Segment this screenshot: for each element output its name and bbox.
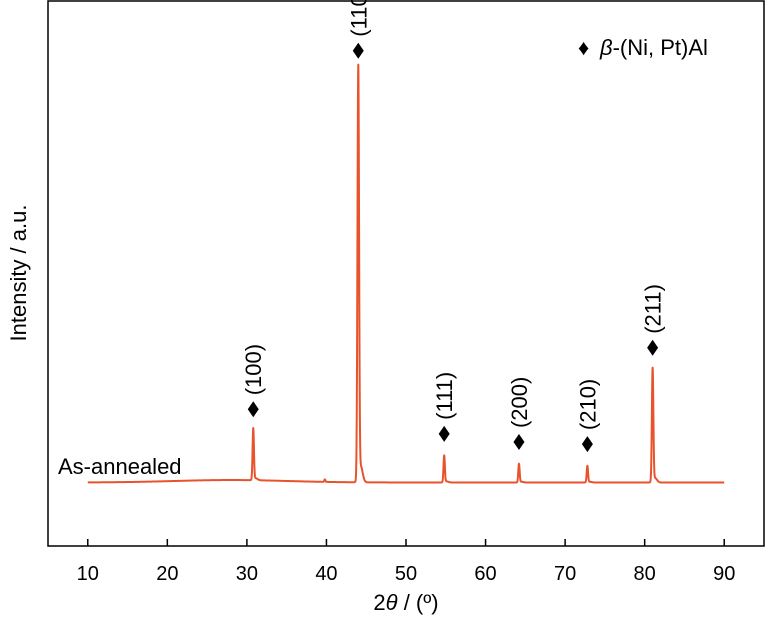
x-tick-label: 90	[713, 563, 735, 585]
peak-label: (211)	[641, 284, 666, 334]
x-tick-label: 50	[395, 563, 417, 585]
peak-label: (110)	[346, 0, 371, 37]
legend-marker-icon: ♦	[578, 35, 589, 60]
x-tick-label: 40	[315, 563, 337, 585]
sample-label: As-annealed	[58, 454, 182, 479]
x-tick-label: 60	[474, 563, 496, 585]
legend: ♦ β-(Ni, Pt)Al	[578, 35, 708, 60]
peak-label: (210)	[575, 379, 600, 430]
peak-label: (111)	[432, 372, 457, 420]
y-axis-label: Intensity / a.u.	[6, 205, 31, 342]
peak-diamond-icon	[352, 42, 364, 59]
x-tick-label: 30	[236, 563, 258, 585]
x-tick-labels: 10 20 30 40 50 60 70 80 90	[77, 563, 736, 585]
peak-labels: (100) (110) (111) (200) (210) (211)	[241, 0, 665, 430]
peak-diamond-icon	[438, 425, 450, 442]
x-tick-label: 70	[554, 563, 576, 585]
x-tick-label: 10	[77, 563, 99, 585]
x-ticks	[87, 539, 725, 546]
x-tick-label: 80	[634, 563, 656, 585]
x-axis-label: 2θ / (º)	[373, 590, 438, 615]
peak-diamond-icon	[513, 434, 525, 451]
legend-text: -(Ni, Pt)Al	[613, 35, 708, 60]
legend-symbol: β	[599, 35, 613, 60]
xrd-pattern-line	[86, 63, 726, 484]
legend-label: β-(Ni, Pt)Al	[599, 35, 708, 60]
peak-diamond-icon	[647, 339, 659, 356]
x-tick-label: 20	[156, 563, 178, 585]
peak-label: (200)	[507, 377, 532, 428]
peak-diamond-icon	[247, 401, 259, 418]
peak-label: (100)	[241, 344, 266, 395]
peak-diamond-icon	[581, 436, 593, 453]
peak-markers	[247, 42, 659, 453]
